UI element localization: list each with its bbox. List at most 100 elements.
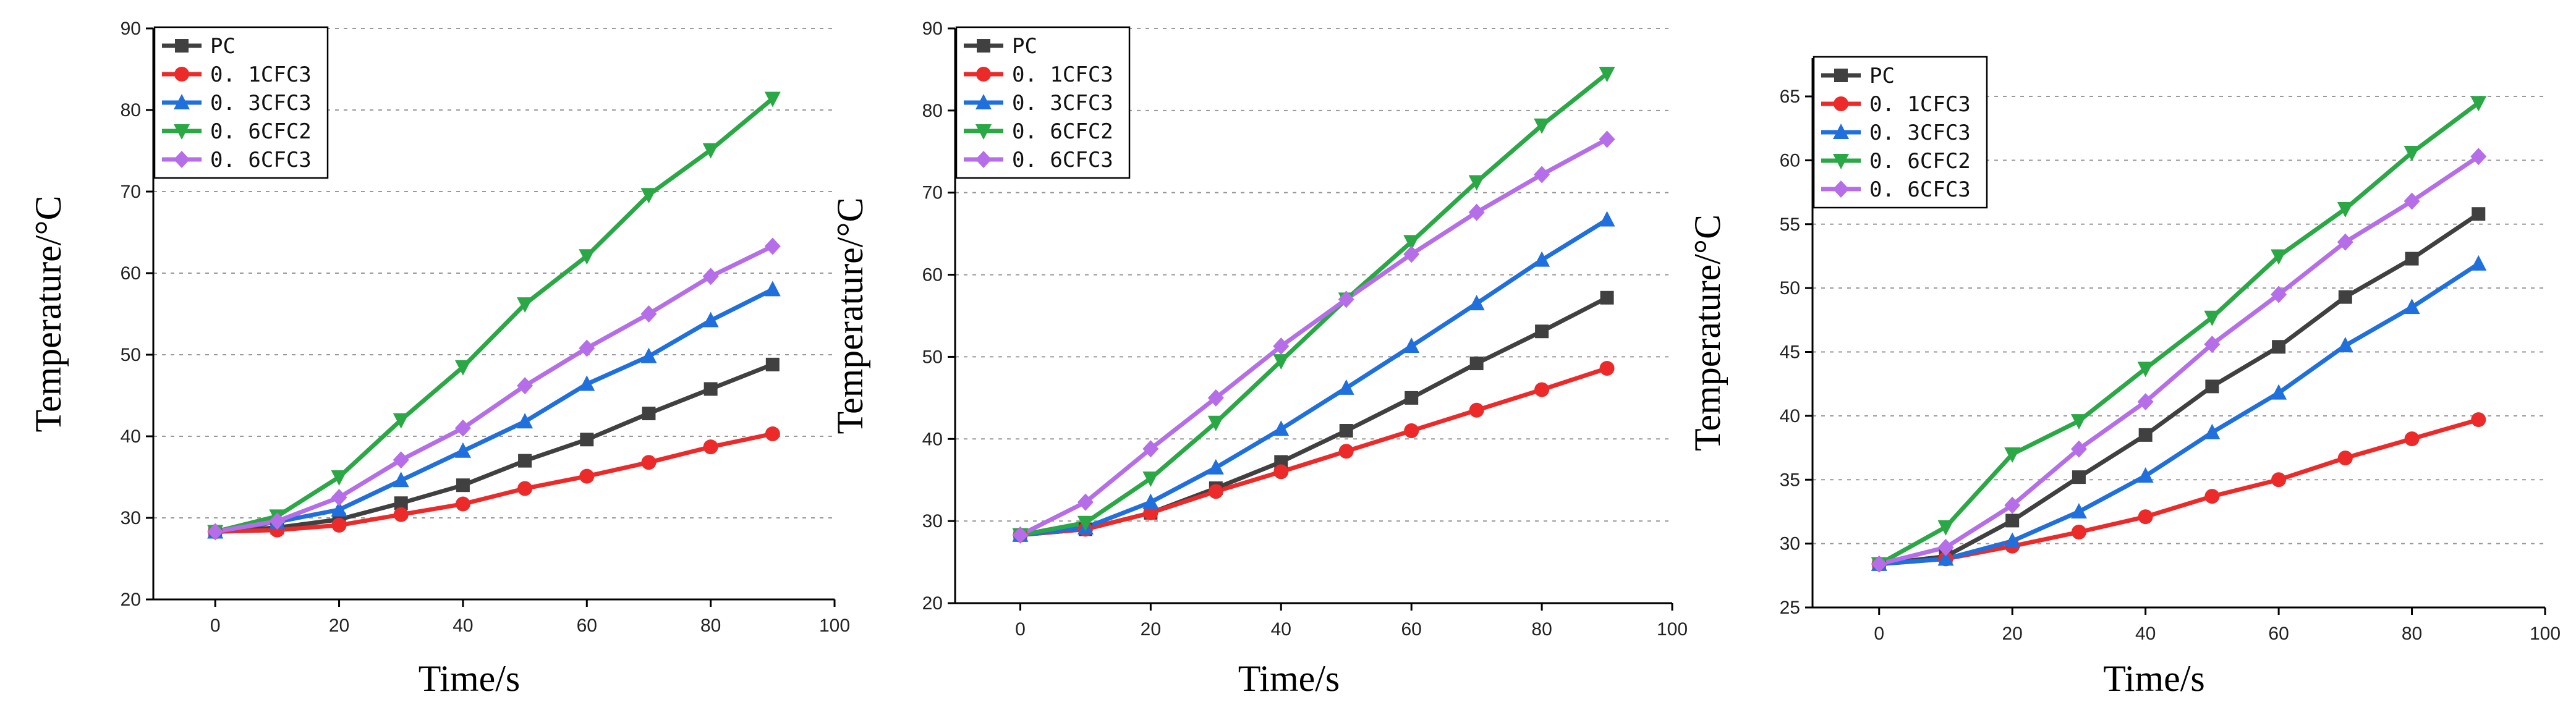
legend-swatch-marker <box>1833 124 1849 139</box>
data-point-0-3cfc3 <box>2070 502 2087 518</box>
data-point-0-1cfc3 <box>1469 402 1484 418</box>
data-point-pc <box>2205 379 2219 394</box>
data-point-0-1cfc3 <box>2204 489 2220 504</box>
data-point-pc <box>1600 290 1614 305</box>
data-point-pc <box>518 454 532 468</box>
data-point-0-6cfc3 <box>1871 555 1887 573</box>
data-point-0-3cfc3 <box>1338 379 1354 395</box>
data-point-0-3cfc3 <box>393 472 409 488</box>
legend-label-0-6cfc2: 0. 6CFC2 <box>1869 149 1971 174</box>
y-tick-label: 30 <box>121 508 141 528</box>
x-tick-label: 80 <box>700 616 721 636</box>
data-point-0-3cfc3 <box>2404 298 2420 315</box>
series-line-0-3cfc3 <box>1018 218 1609 538</box>
data-point-0-3cfc3 <box>2470 255 2487 271</box>
legend-label-0-1cfc3: 0. 1CFC3 <box>210 62 312 87</box>
y-tick-label: 20 <box>121 590 141 610</box>
data-point-0-3cfc3 <box>579 375 595 391</box>
data-point-0-6cfc2 <box>393 413 409 429</box>
x-tick-label: 80 <box>2402 624 2422 644</box>
y-tick-label: 60 <box>1780 150 1800 171</box>
legend-label-0-3cfc3: 0. 3CFC3 <box>210 91 312 116</box>
x-tick-label: 40 <box>1271 619 1291 640</box>
data-point-pc <box>580 433 594 447</box>
x-tick-label: 100 <box>1657 619 1688 640</box>
data-point-0-6cfc2 <box>1599 67 1615 83</box>
data-point-0-3cfc3 <box>517 413 533 429</box>
y-tick-label: 25 <box>1780 598 1800 618</box>
data-point-0-6cfc3 <box>2404 192 2420 210</box>
data-point-0-1cfc3 <box>331 517 347 533</box>
data-point-pc <box>1405 391 1419 405</box>
data-point-0-6cfc2 <box>1403 235 1420 251</box>
data-point-0-6cfc2 <box>640 188 657 204</box>
data-point-0-6cfc2 <box>1534 118 1550 134</box>
data-point-pc <box>2072 470 2086 484</box>
x-tick-label: 40 <box>2135 624 2156 644</box>
legend-label-0-6cfc3: 0. 6CFC3 <box>1869 177 1971 202</box>
data-point-0-3cfc3 <box>1142 493 1159 509</box>
legend-swatch-marker <box>174 151 190 168</box>
legend-label-0-6cfc2: 0. 6CFC2 <box>210 119 312 144</box>
data-point-0-3cfc3 <box>702 311 719 328</box>
data-point-0-6cfc2 <box>702 143 719 159</box>
series-line-0-3cfc3 <box>1877 261 2481 567</box>
series-line-0-1cfc3 <box>1018 366 1609 538</box>
x-tick-label: 60 <box>577 616 597 636</box>
data-point-pc <box>765 357 780 371</box>
data-point-0-6cfc3 <box>1077 493 1094 511</box>
legend-label-0-6cfc2: 0. 6CFC2 <box>1012 119 1113 144</box>
data-point-0-6cfc3 <box>640 305 657 323</box>
chart-panel-left: 20 30 40 50 60 70 80 90 0 20 40 60 80 100 Time/s Temper… <box>28 19 850 699</box>
legend-swatch-marker <box>175 39 189 53</box>
y-axis-title: Temperature/°C <box>1687 214 1728 451</box>
data-point-0-6cfc2 <box>1077 515 1094 531</box>
y-tick-label: 70 <box>121 182 141 202</box>
data-point-0-1cfc3 <box>579 468 595 484</box>
data-point-0-6cfc3 <box>1534 166 1550 184</box>
y-tick-label: 55 <box>1780 214 1800 235</box>
data-point-0-3cfc3 <box>2337 337 2353 353</box>
data-point-0-6cfc3 <box>1273 337 1290 355</box>
data-point-0-1cfc3 <box>1338 444 1354 459</box>
legend-label-0-1cfc3: 0. 1CFC3 <box>1869 92 1971 117</box>
data-point-0-1cfc3 <box>1534 382 1550 397</box>
data-point-0-6cfc2 <box>2271 249 2287 265</box>
data-point-0-3cfc3 <box>764 281 781 297</box>
data-point-pc <box>2472 207 2486 221</box>
legend-label-0-3cfc3: 0. 3CFC3 <box>1869 121 1971 145</box>
series-line-0-6cfc3 <box>1018 137 1609 538</box>
data-point-0-6cfc2 <box>2337 201 2353 218</box>
y-axis-title: Temperature/°C <box>830 198 870 434</box>
data-point-0-6cfc2 <box>2004 447 2021 463</box>
data-point-0-6cfc2 <box>454 360 471 376</box>
data-point-0-3cfc3 <box>1207 459 1224 475</box>
data-point-0-1cfc3 <box>765 426 780 442</box>
data-point-0-6cfc3 <box>2004 496 2021 514</box>
series-line-0-6cfc2 <box>213 96 775 534</box>
data-point-0-1cfc3 <box>2138 509 2153 525</box>
data-point-pc <box>704 382 718 396</box>
series-line-0-6cfc2 <box>1018 71 1609 538</box>
y-tick-label: 80 <box>121 100 141 121</box>
data-point-pc <box>2405 252 2419 266</box>
y-tick-label: 50 <box>1780 278 1800 298</box>
x-tick-label: 0 <box>1874 624 1884 644</box>
data-point-0-6cfc3 <box>207 523 224 541</box>
series-line-0-6cfc3 <box>213 243 775 534</box>
data-point-0-3cfc3 <box>1468 295 1485 311</box>
legend-swatch-marker <box>1833 180 1849 198</box>
data-point-0-3cfc3 <box>1534 251 1550 267</box>
data-point-0-1cfc3 <box>1273 464 1289 480</box>
data-point-0-6cfc2 <box>1468 175 1485 191</box>
legend-label-pc: PC <box>1869 64 1895 88</box>
data-point-pc <box>1469 357 1484 371</box>
data-point-0-1cfc3 <box>2471 412 2486 428</box>
data-point-0-6cfc2 <box>2137 362 2154 378</box>
x-tick-label: 40 <box>453 616 473 636</box>
data-point-0-1cfc3 <box>393 507 409 522</box>
data-point-0-6cfc2 <box>764 91 781 108</box>
legend-label-0-6cfc3: 0. 6CFC3 <box>1012 148 1113 172</box>
legend-label-0-6cfc3: 0. 6CFC3 <box>210 148 312 172</box>
